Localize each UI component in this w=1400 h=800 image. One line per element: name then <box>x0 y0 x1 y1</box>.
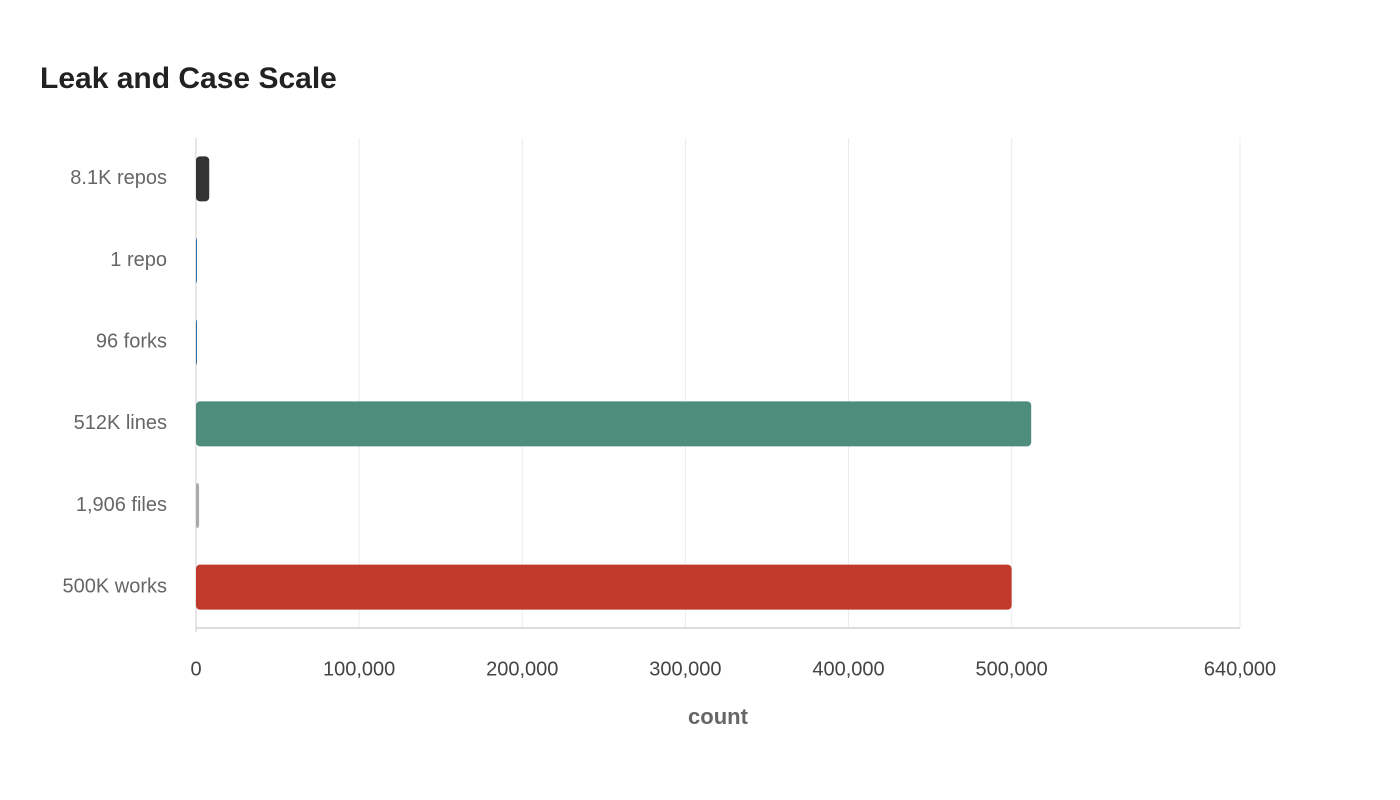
y-tick-label: 512K lines <box>74 412 167 434</box>
chart-title: Leak and Case Scale <box>40 62 337 95</box>
x-tick-label: 640,000 <box>1204 658 1276 680</box>
x-tick-label: 400,000 <box>812 658 884 680</box>
x-axis-title: count <box>688 704 749 729</box>
y-tick-label: 500K works <box>63 575 168 597</box>
bar <box>196 156 210 202</box>
x-tick-label: 100,000 <box>323 658 395 680</box>
x-tick-label: 300,000 <box>649 658 721 680</box>
bar <box>196 401 1032 447</box>
bar <box>196 319 197 365</box>
y-tick-label: 1 repo <box>110 249 167 271</box>
x-tick-label: 200,000 <box>486 658 558 680</box>
x-tick-label: 500,000 <box>975 658 1047 680</box>
y-tick-label: 96 forks <box>96 330 167 352</box>
bar <box>196 238 197 283</box>
bar <box>196 564 1012 610</box>
y-tick-label: 8.1K repos <box>70 167 167 189</box>
y-tick-label: 1,906 files <box>76 494 167 516</box>
bar <box>196 483 200 528</box>
x-tick-label: 0 <box>190 658 201 680</box>
